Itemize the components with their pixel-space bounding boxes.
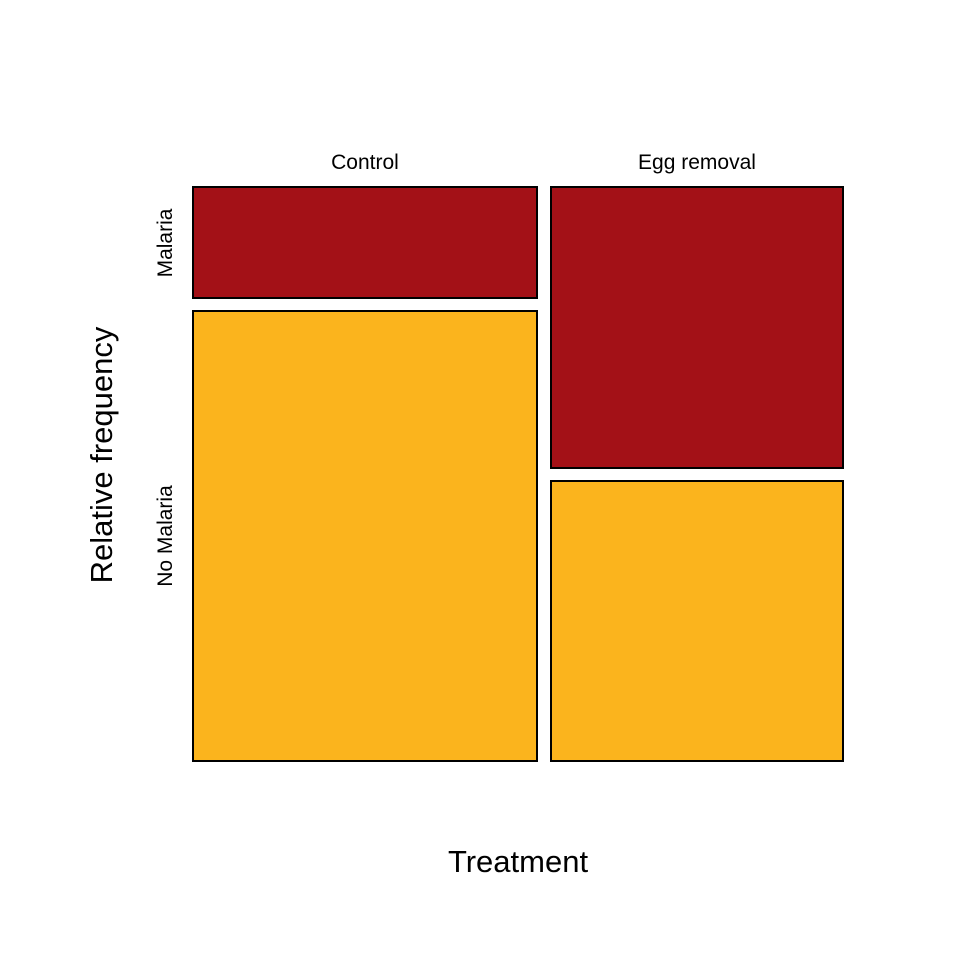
tile-control-malaria <box>192 186 538 299</box>
tile-egg-removal-malaria <box>550 186 844 469</box>
y-axis-title: Relative frequency <box>84 326 119 584</box>
x-axis-title: Treatment <box>447 844 589 879</box>
row-label-malaria: Malaria <box>154 208 177 277</box>
row-label-no-malaria: No Malaria <box>154 485 177 587</box>
column-label-control: Control <box>331 151 399 174</box>
tile-control-no-malaria <box>192 310 538 762</box>
tile-egg-removal-no-malaria <box>550 480 844 762</box>
column-label-egg-removal: Egg removal <box>638 151 756 174</box>
